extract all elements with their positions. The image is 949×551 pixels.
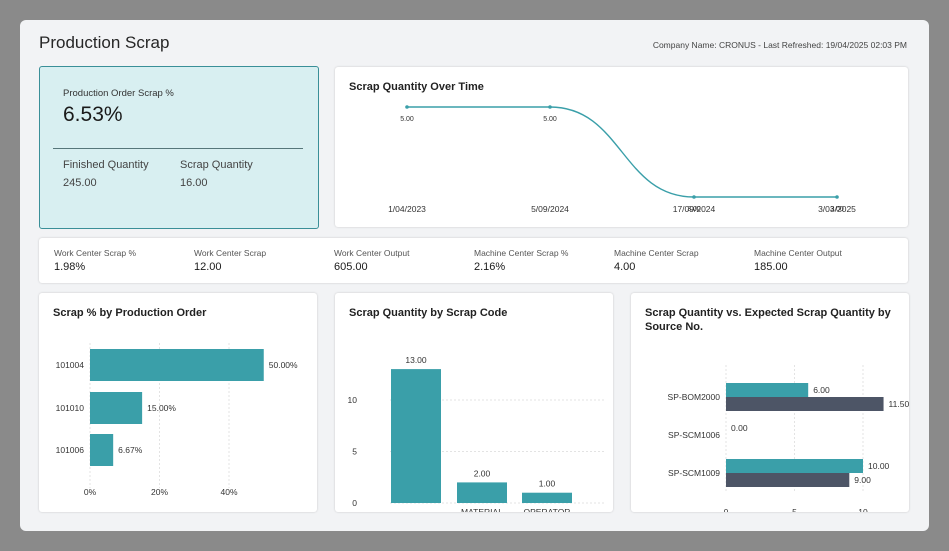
refresh-info: Company Name: CRONUS - Last Refreshed: 1… bbox=[652, 40, 907, 50]
data-label: 3.00 bbox=[830, 206, 844, 213]
bar bbox=[90, 434, 114, 466]
metric-value: 2.16% bbox=[474, 261, 506, 273]
category-label: 101006 bbox=[56, 445, 85, 455]
data-label: 10.00 bbox=[868, 461, 890, 471]
bar bbox=[726, 397, 884, 411]
category-label: SP-SCM1006 bbox=[668, 430, 720, 440]
data-point bbox=[835, 195, 839, 199]
data-label: 50.00% bbox=[269, 360, 298, 370]
data-label: 6.67% bbox=[118, 445, 143, 455]
metric-work-center-scrap-pct[interactable]: Work Center Scrap % 1.98% bbox=[54, 248, 136, 273]
metric-work-center-output[interactable]: Work Center Output 605.00 bbox=[334, 248, 409, 273]
metric-value: 185.00 bbox=[754, 261, 788, 273]
data-label: 1.00 bbox=[539, 479, 556, 489]
metric-label: Machine Center Output bbox=[754, 248, 842, 258]
page-title: Production Scrap bbox=[39, 33, 170, 52]
data-label: 5.00 bbox=[543, 116, 557, 123]
metrics-strip: Work Center Scrap % 1.98% Work Center Sc… bbox=[39, 238, 908, 283]
x-tick-label: 0% bbox=[84, 487, 97, 497]
bar bbox=[90, 392, 143, 424]
scrap-quantity-value[interactable]: 16.00 bbox=[180, 177, 208, 189]
y-tick-label: 5 bbox=[352, 447, 357, 457]
x-tick-label: 0 bbox=[724, 507, 729, 512]
bar bbox=[90, 349, 264, 381]
x-tick-label: 5 bbox=[792, 507, 797, 512]
x-tick-label: 20% bbox=[151, 487, 168, 497]
metric-label: Work Center Scrap bbox=[194, 248, 267, 258]
metric-label: Machine Center Scrap bbox=[614, 248, 699, 258]
data-label: 13.00 bbox=[405, 355, 427, 365]
metric-value: 12.00 bbox=[194, 261, 222, 273]
finished-quantity-label: Finished Quantity bbox=[63, 159, 149, 171]
data-label: 0.00 bbox=[731, 423, 748, 433]
scrap-over-time-title: Scrap Quantity Over Time bbox=[349, 81, 484, 93]
bar bbox=[522, 492, 572, 503]
bar bbox=[391, 369, 441, 503]
metric-label: Work Center Output bbox=[334, 248, 410, 258]
data-point bbox=[405, 105, 409, 109]
x-tick-label: 1/04/2023 bbox=[388, 204, 426, 214]
kpi-value: 6.53% bbox=[63, 103, 123, 126]
scrap-vs-expected-card: Scrap Quantity vs. Expected Scrap Quanti… bbox=[631, 293, 909, 512]
bar bbox=[726, 459, 863, 473]
series-line bbox=[407, 106, 837, 198]
data-label: 2.00 bbox=[474, 468, 491, 478]
metric-value: 605.00 bbox=[334, 261, 368, 273]
scrap-quantity-label: Scrap Quantity bbox=[180, 159, 253, 171]
scrap-pct-by-order-card: Scrap % by Production Order 0% 20% 40% 1010… bbox=[39, 293, 317, 512]
data-label: 9.00 bbox=[854, 475, 871, 485]
category-label: SP-SCM1009 bbox=[668, 468, 720, 478]
category-label: OPERATOR bbox=[524, 507, 571, 512]
data-label: 6.00 bbox=[813, 385, 830, 395]
x-tick-label: 40% bbox=[220, 487, 237, 497]
category-label: 101004 bbox=[56, 360, 85, 370]
category-label: 101010 bbox=[56, 403, 85, 413]
metric-value: 4.00 bbox=[614, 261, 636, 273]
data-label: 3.00 bbox=[687, 206, 701, 213]
x-tick-label: 10 bbox=[858, 507, 868, 512]
x-tick-label: 17/09/2024 bbox=[673, 204, 716, 214]
scrap-pct-by-order-chart: 0% 20% 40% 101004 50.00% 101010 15.00% 101006 6.… bbox=[56, 343, 298, 497]
metric-value: 1.98% bbox=[54, 261, 86, 273]
dashboard-frame: Production Scrap Company Name: CRONUS - … bbox=[20, 20, 929, 531]
metric-machine-center-scrap-pct[interactable]: Machine Center Scrap % 2.16% bbox=[474, 248, 569, 273]
data-point bbox=[692, 195, 696, 199]
data-label: 11.50 bbox=[889, 399, 909, 409]
data-label: 5.00 bbox=[400, 116, 414, 123]
x-tick-label: 3/03/2025 bbox=[818, 204, 856, 214]
metric-machine-center-scrap[interactable]: Machine Center Scrap 4.00 bbox=[614, 248, 699, 273]
scrap-over-time-card: Scrap Quantity Over Time 5.00 1/04/2023 5.… bbox=[335, 67, 908, 227]
y-tick-label: 0 bbox=[352, 498, 357, 508]
kpi-label: Production Order Scrap % bbox=[63, 88, 174, 99]
category-label: MATERIAL bbox=[461, 507, 503, 512]
data-point bbox=[548, 105, 552, 109]
kpi-production-order-scrap[interactable]: Production Order Scrap % 6.53% Finished … bbox=[39, 66, 319, 229]
x-tick-label: 5/09/2024 bbox=[531, 204, 569, 214]
scrap-vs-expected-chart: 0 5 10 SP-BOM2000 6.00 11.50 SP-SCM1006 0.00 SP-… bbox=[668, 365, 909, 512]
metric-label: Work Center Scrap % bbox=[54, 248, 137, 258]
y-tick-label: 10 bbox=[348, 395, 358, 405]
data-label: 15.00% bbox=[147, 403, 176, 413]
category-label: SP-BOM2000 bbox=[668, 392, 721, 402]
scrap-by-code-title: Scrap Quantity by Scrap Code bbox=[349, 307, 508, 319]
metric-label: Machine Center Scrap % bbox=[474, 248, 569, 258]
finished-quantity-value[interactable]: 245.00 bbox=[63, 177, 97, 189]
metric-work-center-scrap[interactable]: Work Center Scrap 12.00 bbox=[194, 248, 266, 273]
scrap-pct-by-order-title: Scrap % by Production Order bbox=[53, 307, 207, 319]
scrap-vs-expected-title-line1: Scrap Quantity vs. Expected Scrap Quanti… bbox=[645, 307, 891, 319]
scrap-vs-expected-title-line2: Source No. bbox=[645, 321, 704, 333]
scrap-by-code-card: Scrap Quantity by Scrap Code 0 5 10 13.00 2.… bbox=[335, 293, 613, 512]
bar bbox=[726, 473, 850, 487]
bar bbox=[726, 383, 809, 397]
bar bbox=[457, 482, 507, 503]
kpi-divider bbox=[53, 148, 303, 149]
metric-machine-center-output[interactable]: Machine Center Output 185.00 bbox=[754, 248, 842, 273]
scrap-by-code-chart: 0 5 10 13.00 2.00 MATERIAL 1.00 OPERATOR bbox=[348, 355, 605, 512]
